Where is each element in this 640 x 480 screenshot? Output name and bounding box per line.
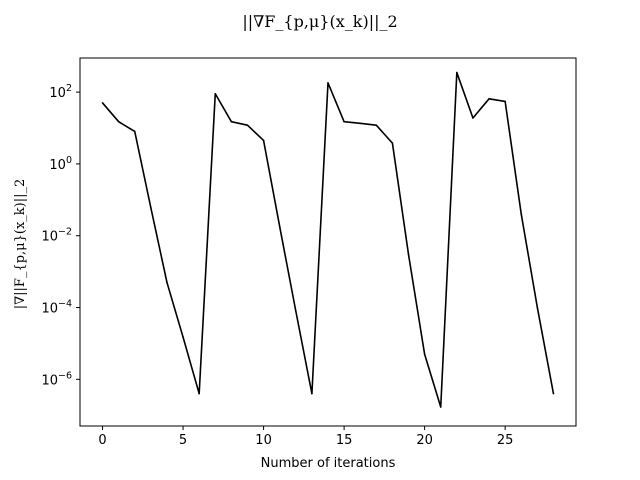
y-tick-label: 10−2 bbox=[41, 227, 72, 245]
axes-frame bbox=[79, 57, 577, 427]
data-point bbox=[439, 406, 442, 408]
data-point bbox=[391, 142, 394, 144]
title-text: ||∇F_{p,μ}(x_k)||_2 bbox=[242, 12, 397, 31]
data-point bbox=[375, 124, 378, 126]
data-point bbox=[504, 100, 506, 103]
data-point bbox=[262, 139, 265, 142]
x-tick-label: 5 bbox=[179, 433, 187, 448]
x-tick-label: 10 bbox=[255, 433, 272, 448]
y-axis-ticks: 102 100 10−2 10−4 10−6 bbox=[41, 83, 80, 388]
chart-title: ||∇F_{p,μ}(x_k)||_2 bbox=[242, 12, 397, 31]
data-point bbox=[327, 82, 329, 84]
data-point bbox=[359, 122, 362, 125]
data-point bbox=[117, 120, 120, 123]
y-tick-label: 10−6 bbox=[41, 370, 72, 388]
data-point bbox=[294, 310, 297, 312]
data-point bbox=[278, 225, 281, 228]
y-axis-label: |∇||F_{p,μ}(x_k)||_2 bbox=[13, 179, 28, 310]
x-tick-label: 15 bbox=[336, 433, 353, 448]
y-tick-label: 100 bbox=[49, 155, 72, 173]
x-axis-ticks: 0 5 10 15 20 25 bbox=[98, 426, 513, 448]
data-point bbox=[182, 336, 184, 338]
data-point bbox=[311, 392, 313, 395]
x-tick-label: 0 bbox=[98, 433, 106, 448]
series-points bbox=[101, 71, 555, 408]
data-point bbox=[456, 71, 458, 74]
data-point bbox=[230, 120, 233, 123]
data-point bbox=[520, 213, 523, 215]
data-point bbox=[488, 98, 490, 100]
data-point bbox=[150, 206, 152, 209]
data-point bbox=[536, 306, 539, 309]
y-tick-label: 102 bbox=[49, 83, 72, 101]
x-tick-label: 25 bbox=[497, 433, 514, 448]
x-axis-label: Number of iterations bbox=[261, 456, 396, 471]
data-point bbox=[407, 253, 410, 256]
data-point bbox=[552, 392, 555, 395]
y-tick-label: 10−4 bbox=[41, 299, 72, 317]
data-point bbox=[101, 102, 104, 104]
data-point bbox=[214, 92, 217, 95]
data-point bbox=[133, 130, 136, 133]
data-point bbox=[166, 281, 168, 284]
data-point bbox=[246, 124, 249, 126]
data-point bbox=[423, 353, 426, 356]
data-point bbox=[472, 117, 474, 119]
data-point bbox=[198, 392, 200, 395]
plot-area: 0 5 10 15 20 25 102 100 10−2 10−4 10−6 bbox=[41, 57, 577, 448]
x-tick-label: 20 bbox=[416, 433, 433, 448]
data-point bbox=[343, 120, 345, 123]
